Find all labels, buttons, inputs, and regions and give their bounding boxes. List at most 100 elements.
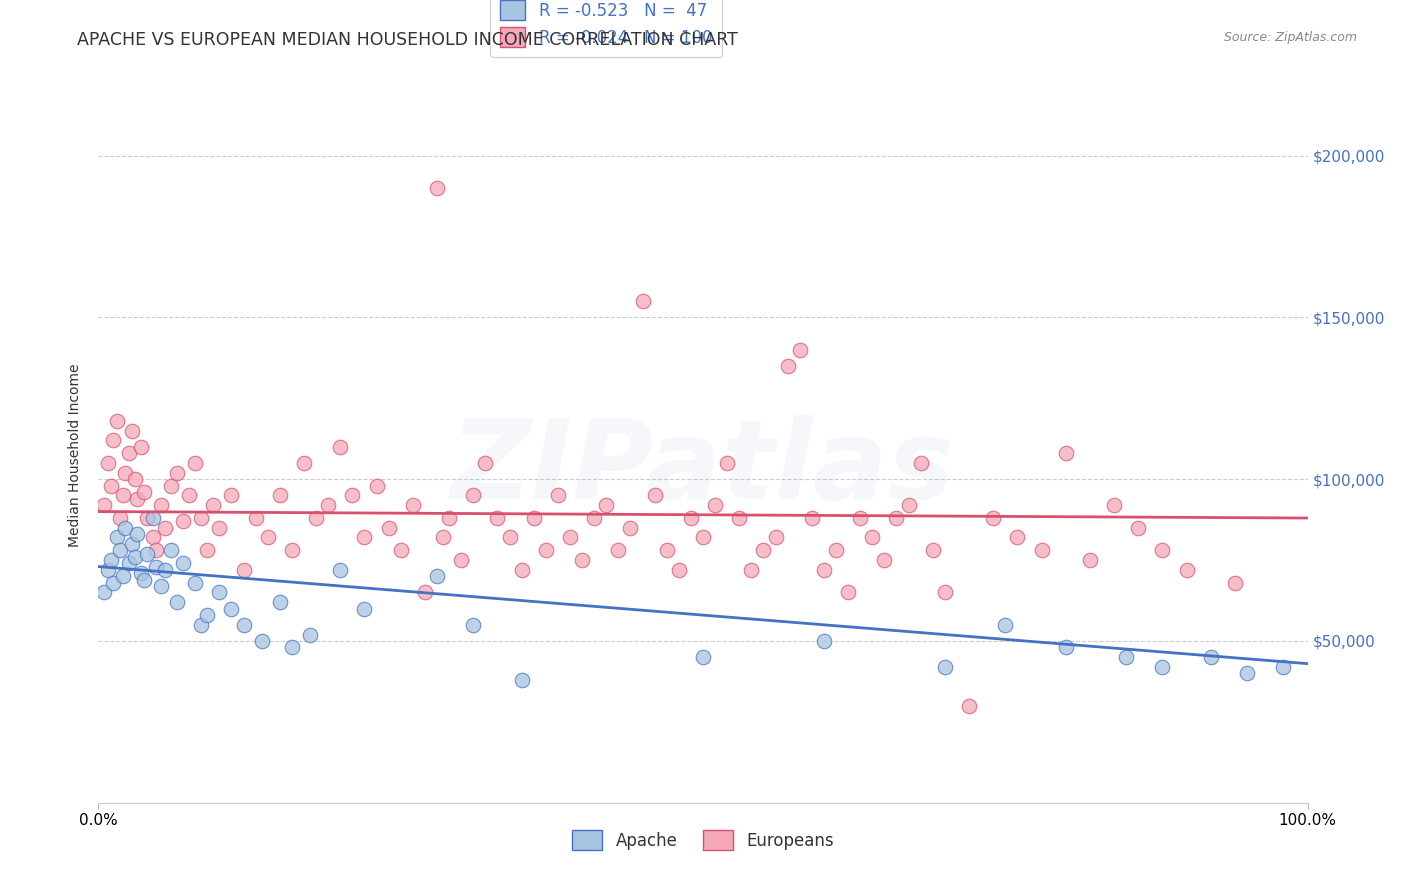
Point <box>813 634 835 648</box>
Point <box>190 617 212 632</box>
Point <box>607 543 630 558</box>
Point <box>97 456 120 470</box>
Point <box>150 498 173 512</box>
Point <box>752 543 775 558</box>
Point <box>166 595 188 609</box>
Point <box>1054 640 1077 655</box>
Point <box>583 511 606 525</box>
Point <box>934 660 956 674</box>
Point <box>100 553 122 567</box>
Point <box>1175 563 1198 577</box>
Point <box>934 585 956 599</box>
Point <box>232 563 254 577</box>
Point <box>118 557 141 571</box>
Point <box>166 466 188 480</box>
Point <box>153 563 176 577</box>
Point <box>134 573 156 587</box>
Point <box>190 511 212 525</box>
Point <box>124 549 146 564</box>
Point <box>150 579 173 593</box>
Point <box>101 434 124 448</box>
Point <box>897 498 920 512</box>
Point <box>111 488 134 502</box>
Point <box>299 627 322 641</box>
Point <box>93 498 115 512</box>
Point <box>655 543 678 558</box>
Point <box>728 511 751 525</box>
Point <box>668 563 690 577</box>
Point <box>463 488 485 502</box>
Point <box>432 531 454 545</box>
Point <box>134 485 156 500</box>
Point <box>353 601 375 615</box>
Y-axis label: Median Household Income: Median Household Income <box>69 363 83 547</box>
Text: Source: ZipAtlas.com: Source: ZipAtlas.com <box>1223 31 1357 45</box>
Point <box>127 491 149 506</box>
Point <box>353 531 375 545</box>
Point <box>631 294 654 309</box>
Point <box>127 527 149 541</box>
Point <box>101 575 124 590</box>
Point <box>849 511 872 525</box>
Point <box>426 181 449 195</box>
Point <box>644 488 666 502</box>
Point <box>679 511 702 525</box>
Point <box>558 531 581 545</box>
Point <box>269 595 291 609</box>
Point <box>111 569 134 583</box>
Point <box>800 511 823 525</box>
Point <box>105 531 128 545</box>
Point <box>179 488 201 502</box>
Point <box>450 553 472 567</box>
Point <box>413 585 436 599</box>
Point <box>114 466 136 480</box>
Point <box>1128 521 1150 535</box>
Point <box>402 498 425 512</box>
Point <box>145 543 167 558</box>
Point <box>765 531 787 545</box>
Point <box>195 543 218 558</box>
Point <box>118 446 141 460</box>
Point <box>135 547 157 561</box>
Point <box>108 511 131 525</box>
Point <box>813 563 835 577</box>
Point <box>474 456 496 470</box>
Point <box>1031 543 1053 558</box>
Point <box>994 617 1017 632</box>
Point <box>377 521 399 535</box>
Point <box>105 414 128 428</box>
Point <box>129 566 152 580</box>
Point <box>316 498 339 512</box>
Point <box>145 559 167 574</box>
Point <box>221 601 243 615</box>
Point <box>619 521 641 535</box>
Point <box>595 498 617 512</box>
Point <box>281 543 304 558</box>
Point <box>305 511 328 525</box>
Point <box>1054 446 1077 460</box>
Text: APACHE VS EUROPEAN MEDIAN HOUSEHOLD INCOME CORRELATION CHART: APACHE VS EUROPEAN MEDIAN HOUSEHOLD INCO… <box>77 31 738 49</box>
Point <box>837 585 859 599</box>
Point <box>121 424 143 438</box>
Point <box>1078 553 1101 567</box>
Point <box>1272 660 1295 674</box>
Point <box>202 498 225 512</box>
Point <box>463 617 485 632</box>
Point <box>256 531 278 545</box>
Point <box>121 537 143 551</box>
Point <box>153 521 176 535</box>
Point <box>142 531 165 545</box>
Point <box>921 543 943 558</box>
Point <box>160 478 183 492</box>
Point <box>1007 531 1029 545</box>
Point <box>208 585 231 599</box>
Point <box>232 617 254 632</box>
Point <box>716 456 738 470</box>
Point <box>93 585 115 599</box>
Point <box>389 543 412 558</box>
Point <box>498 531 520 545</box>
Legend: Apache, Europeans: Apache, Europeans <box>565 823 841 857</box>
Point <box>825 543 848 558</box>
Point <box>426 569 449 583</box>
Point <box>184 456 207 470</box>
